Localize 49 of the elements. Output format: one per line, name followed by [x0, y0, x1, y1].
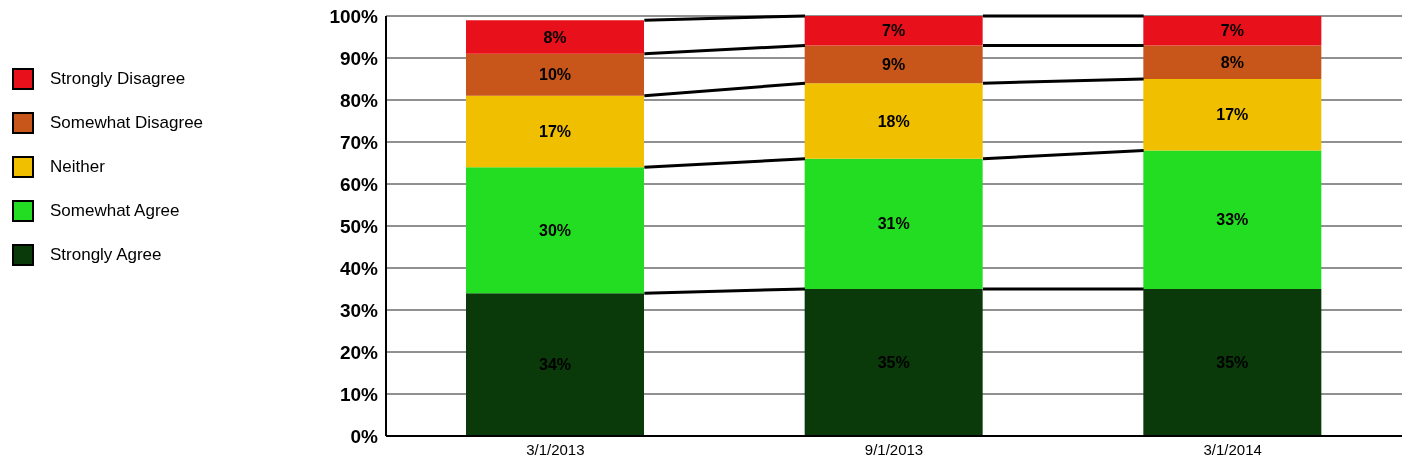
- y-tick-label: 40%: [339, 257, 379, 279]
- y-tick-label: 0%: [350, 425, 379, 447]
- bar: [804, 16, 983, 46]
- y-tick-label: 30%: [339, 299, 379, 321]
- y-tick-label: 80%: [339, 89, 379, 111]
- data-label: 18%: [877, 112, 910, 130]
- data-label: 8%: [543, 28, 567, 46]
- x-tick-label: 3/1/2014: [1203, 440, 1262, 458]
- data-label: 31%: [877, 215, 910, 233]
- legend-label: Somewhat Disagree: [50, 113, 204, 133]
- y-tick-label: 20%: [339, 341, 379, 363]
- data-label: 35%: [877, 354, 910, 371]
- bar: [804, 83, 983, 159]
- bar: [1143, 79, 1322, 151]
- y-tick-label: 90%: [339, 47, 379, 69]
- data-label: 9%: [882, 55, 906, 73]
- legend-label: Strongly Agree: [50, 245, 162, 265]
- x-tick-label: 3/1/2013: [526, 440, 585, 458]
- bar: [466, 53, 644, 96]
- y-tick-label: 70%: [339, 131, 379, 153]
- data-label: 7%: [882, 22, 906, 40]
- bar: [804, 158, 983, 289]
- data-label: 34%: [538, 356, 572, 374]
- bar: [1143, 150, 1322, 289]
- data-label: 10%: [538, 66, 572, 84]
- bar: [466, 293, 644, 436]
- data-label: 33%: [1216, 211, 1249, 229]
- data-label: 35%: [1216, 354, 1249, 371]
- y-tick-label: 10%: [339, 383, 379, 405]
- data-label: 7%: [1220, 22, 1244, 40]
- legend-label: Strongly Disagree: [50, 69, 186, 89]
- data-label: 17%: [1216, 106, 1249, 124]
- bar: [466, 95, 644, 168]
- bar: [804, 289, 983, 436]
- x-tick-label: 9/1/2013: [864, 440, 924, 458]
- bar: [466, 167, 644, 294]
- bar: [804, 45, 983, 84]
- bar: [1143, 289, 1322, 436]
- data-label: 30%: [538, 221, 572, 239]
- legend-label: Neither: [50, 157, 105, 177]
- bar: [1143, 16, 1322, 46]
- data-label: 17%: [538, 123, 572, 140]
- data-label: 8%: [1220, 53, 1244, 71]
- y-tick-label: 50%: [339, 215, 379, 237]
- y-tick-label: 100%: [329, 5, 379, 27]
- bar: [1143, 45, 1322, 79]
- legend-label: Somewhat Agree: [50, 201, 180, 221]
- y-tick-label: 60%: [339, 173, 379, 195]
- bar: [466, 20, 644, 54]
